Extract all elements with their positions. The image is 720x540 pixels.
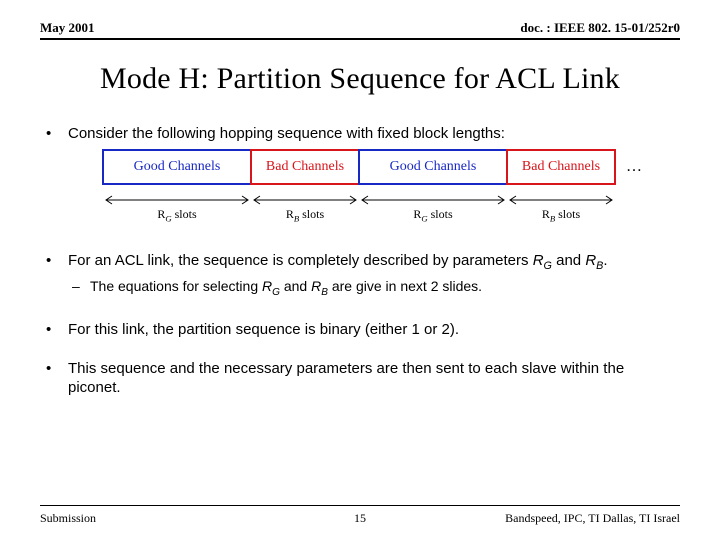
arrow-rg-2: RG slots — [358, 195, 508, 224]
slide-body: Consider the following hopping sequence … — [40, 124, 680, 397]
arrow-label-rb-1: RB slots — [286, 207, 324, 224]
bullet-1-text: Consider the following hopping sequence … — [68, 125, 505, 142]
sequence-blocks: Good Channels Bad Channels Good Channels… — [102, 149, 680, 185]
double-arrow-icon — [250, 195, 360, 205]
bullet-4: This sequence and the necessary paramete… — [40, 359, 680, 397]
bullet-2-sub: The equations for selecting RG and RB ar… — [68, 278, 680, 300]
double-arrow-icon — [358, 195, 508, 205]
header-rule — [40, 38, 680, 40]
block-good-2: Good Channels — [358, 149, 508, 185]
bullet-2-sub-text: The equations for selecting RG and RB ar… — [90, 278, 482, 294]
double-arrow-icon — [102, 195, 252, 205]
bullet-2-text: For an ACL link, the sequence is complet… — [68, 252, 608, 269]
bullet-1: Consider the following hopping sequence … — [40, 124, 680, 231]
bullet-3: For this link, the partition sequence is… — [40, 320, 680, 339]
arrow-rb-1: RB slots — [250, 195, 360, 224]
sequence-ellipsis: … — [626, 157, 642, 177]
arrow-rb-2: RB slots — [506, 195, 616, 224]
arrow-label-rg-2: RG slots — [413, 207, 452, 224]
slide-footer: Submission 15 Bandspeed, IPC, TI Dallas,… — [40, 511, 680, 526]
arrow-label-rb-2: RB slots — [542, 207, 580, 224]
bullet-3-text: For this link, the partition sequence is… — [68, 321, 459, 338]
slide-title: Mode H: Partition Sequence for ACL Link — [40, 62, 680, 96]
bullet-2: For an ACL link, the sequence is complet… — [40, 251, 680, 300]
double-arrow-icon — [506, 195, 616, 205]
hopping-sequence-diagram: Good Channels Bad Channels Good Channels… — [102, 149, 680, 231]
arrow-label-rg-1: RG slots — [157, 207, 196, 224]
block-good-1: Good Channels — [102, 149, 252, 185]
header-date: May 2001 — [40, 20, 95, 36]
footer-rule — [40, 505, 680, 506]
arrow-rg-1: RG slots — [102, 195, 252, 224]
block-bad-1: Bad Channels — [250, 149, 360, 185]
bullet-4-text: This sequence and the necessary paramete… — [68, 360, 624, 396]
block-bad-2: Bad Channels — [506, 149, 616, 185]
footer-page-number: 15 — [40, 511, 680, 526]
header-docnum: doc. : IEEE 802. 15-01/252r0 — [520, 20, 680, 36]
slot-arrows: RG slots RB slots — [102, 195, 680, 231]
